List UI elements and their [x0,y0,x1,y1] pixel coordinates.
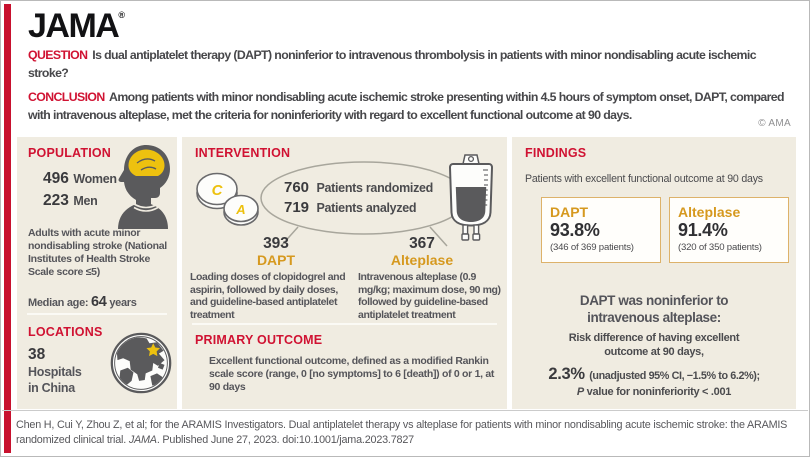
citation-text-2: . Published June 27, 2023. doi:10.1001/j… [156,433,414,446]
p-text: value for noninferiority < .001 [583,386,732,398]
ama-credit: © AMA [758,118,791,129]
left-red-stripe [4,4,11,453]
alteplase-count: 367 [409,235,435,252]
alteplase-result-box: Alteplase 91.4% (320 of 350 patients) [669,197,789,263]
jama-logo: JAMA® [28,7,125,46]
men-stat: 223 Men [43,192,98,210]
dapt-count: 393 [263,235,289,252]
risk-difference-value: 2.3% [548,365,585,383]
footer-divider [2,410,808,411]
alteplase-result-detail: (320 of 350 patients) [678,242,762,253]
men-label: Men [73,194,98,208]
primary-outcome-title: PRIMARY OUTCOME [195,333,323,347]
median-age: Median age: 64 years [28,294,137,310]
panel-divider [27,313,167,315]
population-locations-panel: POPULATION 496 Women 223 Men Adults with… [17,137,177,409]
randomized-label: Patients randomized [316,181,434,195]
pill-letter-a: A [235,202,245,217]
dapt-result-percent: 93.8% [550,220,600,240]
question-text: Is dual antiplatelet therapy (DAPT) noni… [28,48,757,80]
median-age-value: 64 [91,294,107,310]
findings-panel: FINDINGS Patients with excellent functio… [512,137,796,409]
citation-text-1: Chen H, Cui Y, Zhou Z, et al; for the AR… [16,419,788,446]
registered-mark: ® [118,10,125,20]
locations-line1: Hospitals [28,365,82,379]
panel-divider [192,323,497,325]
findings-title: FINDINGS [525,146,587,160]
dapt-description: Loading doses of clopidogrel and aspirin… [190,271,346,321]
noninferiority-summary: DAPT was noninferior to intravenous alte… [512,292,796,398]
locations-count: 38 [28,346,46,363]
dapt-result-detail: (346 of 369 patients) [550,242,634,253]
locations-line2: in China [28,381,75,395]
conclusion-text: Among patients with minor nondisabling a… [28,90,785,122]
analyzed-row: 719 Patients analyzed [284,198,433,218]
p-symbol: P [576,386,584,398]
men-count: 223 [43,192,69,209]
analyzed-label: Patients analyzed [316,201,417,215]
alteplase-arm-header: 367 Alteplase [362,235,482,269]
randomized-row: 760 Patients randomized [284,178,433,198]
alteplase-result-name: Alteplase [678,204,741,220]
intervention-title: INTERVENTION [195,146,291,160]
primary-outcome-text: Excellent functional outcome, defined as… [209,355,495,393]
women-label: Women [73,172,117,186]
risk-difference-ci: (unadjusted 95% CI, −1.5% to 6.2%); [589,370,760,382]
pills-icon: C A [196,172,259,226]
globe-asia-star-icon [110,332,172,394]
population-title: POPULATION [28,146,112,160]
head-with-brain-icon [118,145,170,229]
question-paragraph: QUESTION Is dual antiplatelet therapy (D… [28,46,790,82]
pill-letter-c: C [212,182,224,199]
alteplase-name: Alteplase [390,252,454,268]
median-age-label: Median age: [28,297,89,309]
risk-difference-value-row: 2.3% (unadjusted 95% CI, −1.5% to 6.2%); [512,365,796,384]
jama-logo-text: JAMA [28,7,120,45]
alteplase-description: Intravenous alteplase (0.9 mg/kg; maximu… [358,271,501,321]
randomized-count: 760 [284,179,310,196]
alteplase-result-percent: 91.4% [678,220,728,240]
noninferiority-headline: DAPT was noninferior to intravenous alte… [579,293,729,325]
p-value-line: P value for noninferiority < .001 [512,386,796,398]
dapt-name: DAPT [256,252,296,268]
randomization-stats: 760 Patients randomized 719 Patients ana… [284,178,433,218]
iv-bag-icon [448,154,494,241]
journal-name: JAMA [128,433,157,446]
findings-subtitle: Patients with excellent functional outco… [525,173,763,185]
dapt-result-box: DAPT 93.8% (346 of 369 patients) [541,197,661,263]
median-age-unit: years [109,297,137,309]
locations-title: LOCATIONS [28,325,103,339]
dapt-result-name: DAPT [550,204,589,220]
citation: Chen H, Cui Y, Zhou Z, et al; for the AR… [16,418,796,447]
population-description: Adults with acute minor nondisabling str… [28,227,167,278]
women-stat: 496 Women [43,170,117,188]
dapt-arm-header: 393 DAPT [216,235,336,269]
women-count: 496 [43,170,69,187]
conclusion-label: CONCLUSION [28,90,105,104]
conclusion-paragraph: CONCLUSION Among patients with minor non… [28,88,790,124]
intervention-outcome-panel: INTERVENTION C A [182,137,507,409]
risk-difference-label: Risk difference of having excellent outc… [568,332,740,358]
question-label: QUESTION [28,48,88,62]
analyzed-count: 719 [284,199,310,216]
